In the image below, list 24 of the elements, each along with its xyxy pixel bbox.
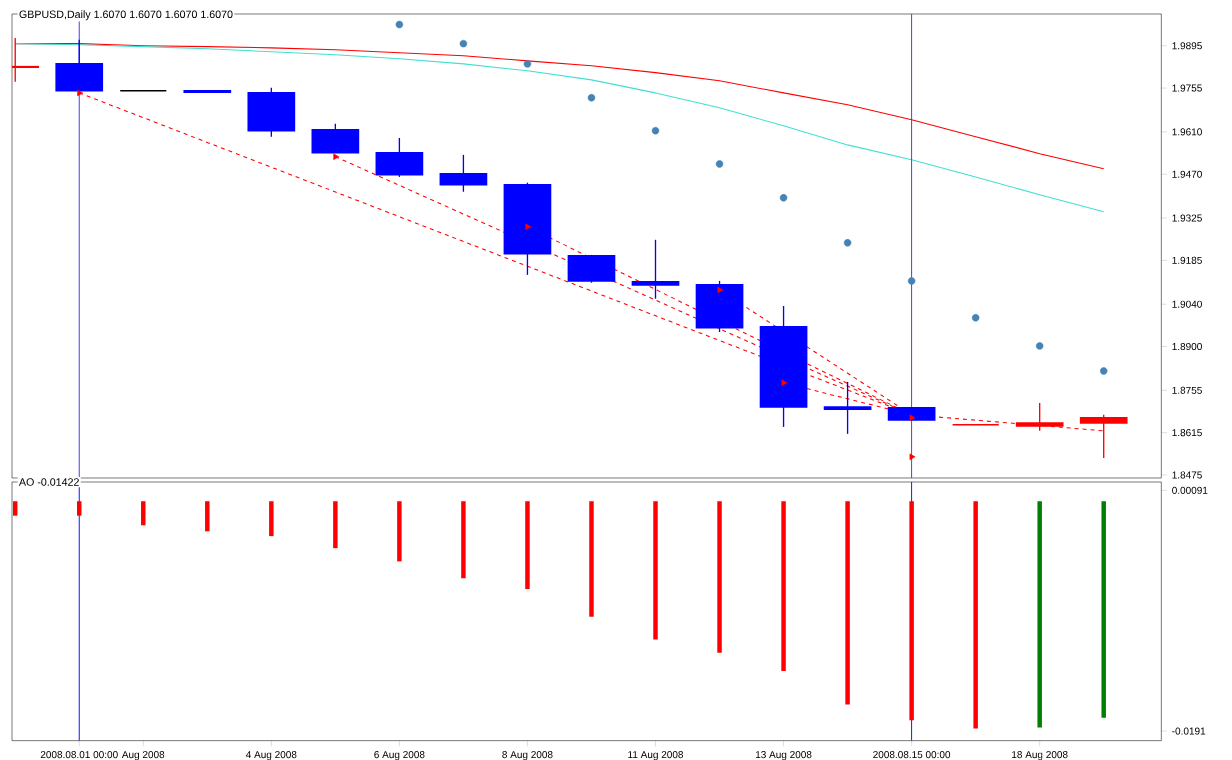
y-tick-label: 1.8475: [1172, 471, 1202, 479]
x-tick-label: 8 Aug 2008: [502, 751, 553, 760]
y-tick-label: 1.9755: [1172, 84, 1202, 92]
y-tick-label: 0.00091: [1172, 486, 1208, 494]
y-tick-label: -0.0191: [1172, 727, 1206, 735]
x-tick-label: 2008.08.15 00:00: [873, 751, 951, 759]
x-tick-label: 11 Aug 2008: [628, 751, 684, 760]
chart-title: GBPUSD,Daily 1.6070 1.6070 1.6070 1.6070: [19, 10, 233, 21]
y-tick-label: 1.9040: [1172, 300, 1202, 308]
y-tick-label: 1.9470: [1172, 170, 1202, 178]
x-tick-label: 18 Aug 2008: [1012, 751, 1068, 760]
x-tick-label: 6 Aug 2008: [374, 751, 425, 760]
x-tick-label: 13 Aug 2008: [755, 751, 812, 760]
y-tick-label: 1.9185: [1172, 256, 1202, 264]
y-tick-label: 1.8615: [1172, 429, 1202, 437]
y-tick-label: 1.9610: [1172, 128, 1202, 136]
y-tick-label: 1.8755: [1172, 386, 1202, 394]
y-tick-label: 1.9325: [1172, 214, 1202, 222]
chart-title: AO -0.01422: [18, 478, 79, 486]
y-tick-label: 1.9895: [1172, 42, 1202, 50]
y-tick-label: 1.8900: [1172, 342, 1202, 351]
x-tick-label: Aug 2008: [121, 751, 165, 760]
x-tick-label: 4 Aug 2008: [245, 751, 297, 760]
x-tick-label: 2008.08.01 00:00: [40, 751, 118, 759]
